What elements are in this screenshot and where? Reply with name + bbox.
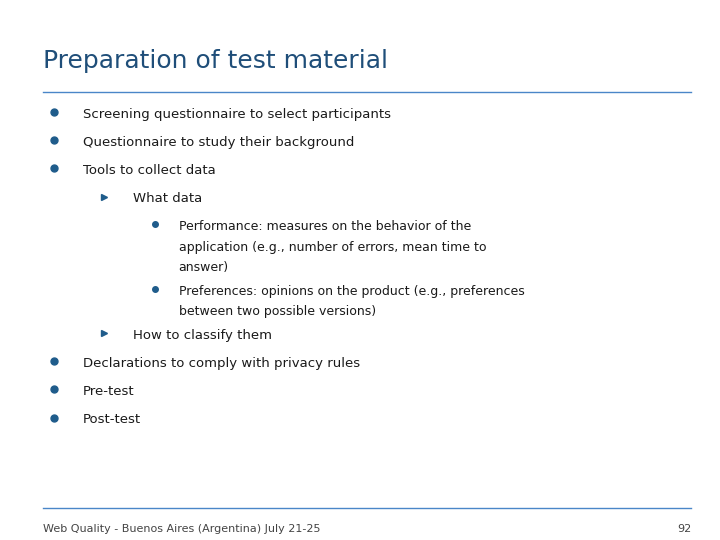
Text: 92: 92	[677, 524, 691, 534]
Text: Performance: measures on the behavior of the: Performance: measures on the behavior of…	[179, 220, 471, 233]
Text: How to classify them: How to classify them	[133, 329, 272, 342]
Text: Web Quality - Buenos Aires (Argentina) July 21-25: Web Quality - Buenos Aires (Argentina) J…	[43, 524, 320, 534]
Text: application (e.g., number of errors, mean time to: application (e.g., number of errors, mea…	[179, 241, 486, 254]
Text: Tools to collect data: Tools to collect data	[83, 164, 215, 177]
Text: Pre-test: Pre-test	[83, 385, 135, 398]
Text: Preparation of test material: Preparation of test material	[43, 49, 388, 72]
Text: What data: What data	[133, 192, 202, 205]
Text: between two possible versions): between two possible versions)	[179, 306, 376, 319]
Text: answer): answer)	[179, 261, 229, 274]
Text: Declarations to comply with privacy rules: Declarations to comply with privacy rule…	[83, 357, 360, 370]
Text: Screening questionnaire to select participants: Screening questionnaire to select partic…	[83, 108, 391, 121]
Text: Post-test: Post-test	[83, 413, 141, 426]
Text: Preferences: opinions on the product (e.g., preferences: Preferences: opinions on the product (e.…	[179, 285, 524, 298]
Text: Questionnaire to study their background: Questionnaire to study their background	[83, 136, 354, 149]
